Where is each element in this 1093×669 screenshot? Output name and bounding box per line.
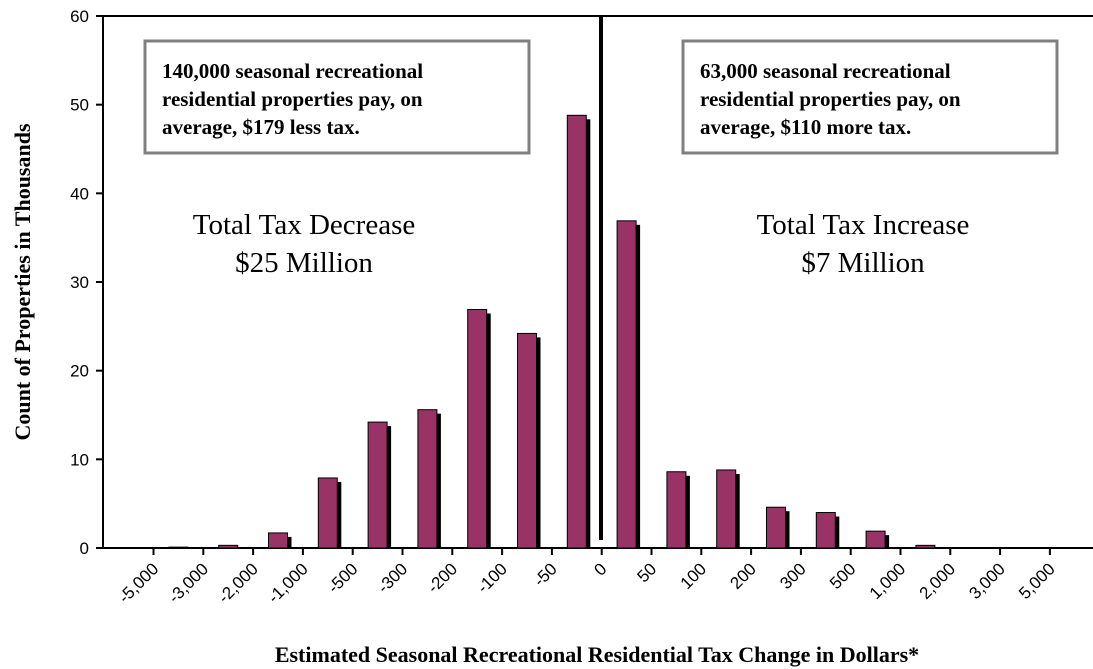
right-annotation-box [681, 39, 1059, 155]
x-tick-label: -2,000 [214, 559, 262, 607]
right-total-title: Total Tax Increase [757, 209, 970, 241]
y-tick-label: 20 [70, 362, 89, 381]
bar [467, 308, 488, 549]
bar [766, 506, 786, 549]
right-total-amount: $7 Million [801, 247, 925, 279]
left-box-line-3: average, $179 less tax. [162, 115, 360, 139]
left-box-line-1: 140,000 seasonal recreational [162, 59, 423, 83]
bars-group [168, 114, 936, 549]
x-tick-label: -500 [324, 559, 361, 596]
x-tick-label: 100 [677, 559, 710, 592]
left-total-amount: $25 Million [235, 247, 373, 279]
x-tick-label: 50 [634, 559, 661, 586]
x-tick-label: -300 [374, 559, 411, 596]
x-tick-label: -100 [473, 559, 510, 596]
x-tick-label: 500 [826, 559, 859, 592]
x-tick-label: -200 [424, 559, 461, 596]
x-axis-ticks: -5,000 -3,000 -2,000 -1,000 -500 -300 -200 -100… [115, 548, 1059, 607]
x-tick-label: -50 [530, 559, 561, 590]
y-tick-label: 0 [80, 539, 89, 558]
left-annotation-box [143, 39, 531, 155]
right-box-line-2: residential properties pay, on [700, 87, 961, 111]
bar [815, 512, 836, 549]
x-tick-label: 2,000 [916, 559, 960, 603]
x-axis-label: Estimated Seasonal Recreational Resident… [275, 642, 919, 667]
bar [367, 421, 388, 549]
bar [566, 114, 587, 549]
y-tick-label: 50 [70, 96, 89, 115]
right-box-line-1: 63,000 seasonal recreational [700, 59, 951, 83]
x-tick-label: -5,000 [115, 559, 163, 607]
bar [517, 332, 537, 549]
bar [915, 544, 936, 549]
bar [716, 469, 737, 549]
bar [268, 532, 288, 549]
x-tick-label: 5,000 [1015, 559, 1059, 603]
bar [218, 544, 239, 549]
bar [616, 220, 637, 549]
bar [317, 477, 338, 549]
x-tick-label: 3,000 [965, 559, 1009, 603]
x-tick-label: 0 [590, 559, 610, 579]
right-box-line-3: average, $110 more tax. [700, 115, 911, 139]
bar [865, 530, 886, 549]
bar [168, 546, 189, 549]
x-tick-label: 300 [776, 559, 809, 592]
x-tick-label: -3,000 [165, 559, 213, 607]
y-tick-label: 30 [70, 273, 89, 292]
bar [417, 409, 438, 549]
bar [666, 471, 687, 549]
y-tick-label: 40 [70, 184, 89, 203]
x-tick-label: 1,000 [866, 559, 910, 603]
y-axis-label: Count of Properties in Thousands [10, 123, 35, 440]
y-tick-label: 60 [70, 7, 89, 26]
x-tick-label: 200 [726, 559, 759, 592]
left-total-title: Total Tax Decrease [193, 209, 415, 241]
y-axis-ticks: 0 10 20 30 40 50 60 [70, 7, 103, 558]
y-tick-label: 10 [70, 450, 89, 469]
x-tick-label: -1,000 [264, 559, 312, 607]
left-box-line-2: residential properties pay, on [162, 87, 423, 111]
